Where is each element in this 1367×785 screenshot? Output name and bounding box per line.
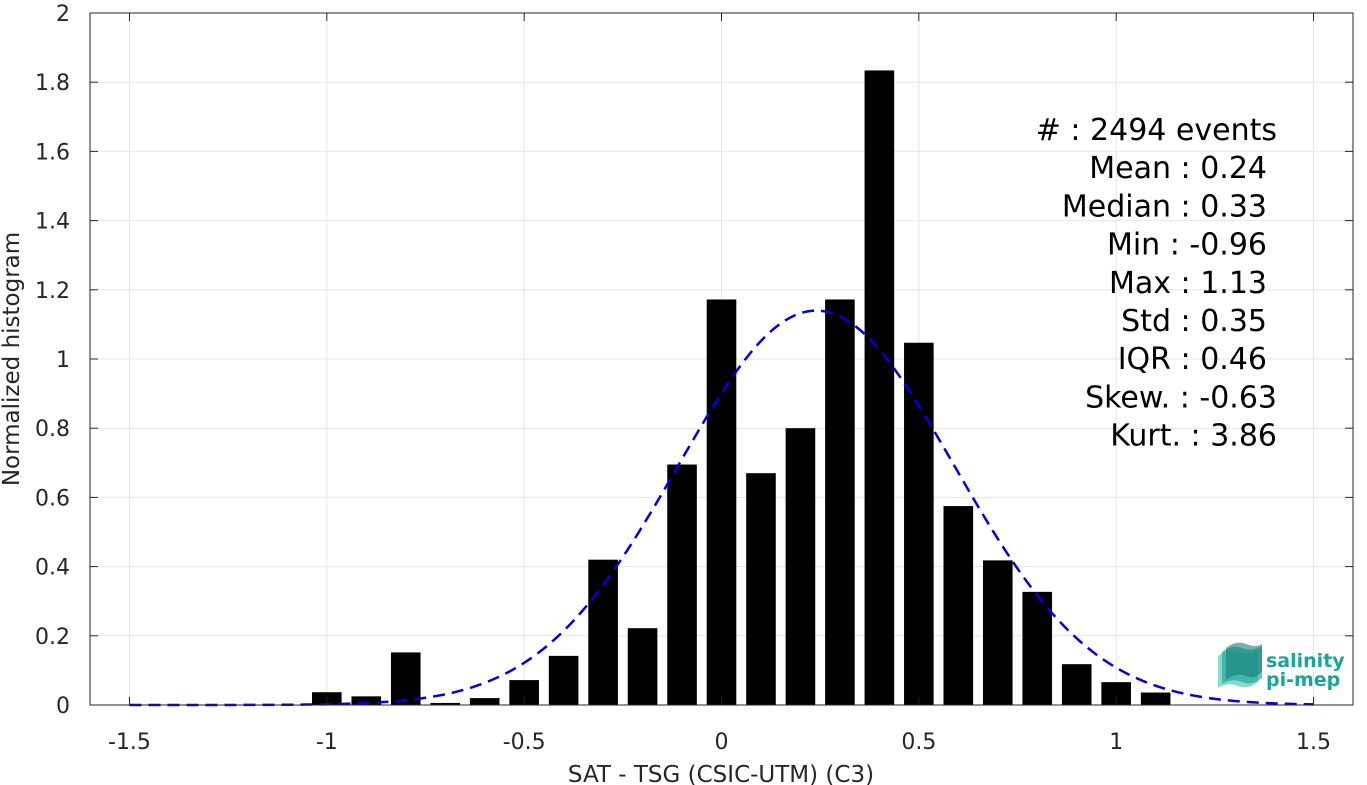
stats-line: Skew. : -0.63 (1085, 380, 1277, 415)
stats-line: Kurt. : 3.86 (1110, 419, 1277, 454)
stats-line: Median : 0.33 (1062, 189, 1267, 224)
x-tick-label: 1 (1109, 730, 1123, 755)
stats-line: # : 2494 events (1036, 113, 1277, 148)
y-tick-label: 1.6 (35, 140, 70, 165)
y-tick-label: 1.2 (35, 279, 70, 304)
histogram-bar (1022, 591, 1053, 705)
y-tick-label: 0.2 (35, 625, 70, 650)
y-tick-label: 0.4 (35, 556, 70, 581)
stats-line: Min : -0.96 (1107, 228, 1267, 263)
histogram-bar (351, 696, 382, 705)
histogram-bar (864, 70, 895, 706)
histogram-bar (1140, 692, 1171, 705)
y-tick-label: 0.6 (35, 486, 70, 511)
histogram-bar (1061, 664, 1092, 705)
x-axis-title: SAT - TSG (CSIC-UTM) (C3) (568, 762, 874, 785)
histogram-bar (785, 428, 816, 705)
histogram-bar (548, 655, 579, 705)
salinity-pi-mep-logo: salinity pi-mep (1218, 642, 1345, 691)
stats-line: IQR : 0.46 (1118, 342, 1267, 377)
y-tick-label: 1.8 (35, 71, 70, 96)
stats-line: Mean : 0.24 (1089, 151, 1267, 186)
x-tick-label: 0.5 (901, 730, 936, 755)
stats-line: Max : 1.13 (1109, 266, 1267, 301)
ticks (90, 12, 1353, 706)
histogram-bar (1101, 682, 1131, 705)
y-axis-title: Normalized histogram (0, 232, 25, 486)
histogram-bar (982, 560, 1013, 705)
wave-icon (1218, 642, 1262, 688)
x-tick-label: -0.5 (503, 730, 546, 755)
histogram-bar (588, 559, 618, 705)
x-tick-labels: -1.5 -1 -0.5 0 0.5 1 1.5 (108, 730, 1331, 755)
histogram-bar (904, 342, 934, 705)
histogram-bar (627, 628, 658, 705)
y-tick-label: 0.8 (35, 417, 70, 442)
y-tick-label: 1.4 (35, 210, 70, 235)
bars (312, 70, 1171, 706)
stats-line: Std : 0.35 (1121, 304, 1267, 339)
logo-line2: pi-mep (1266, 669, 1340, 691)
histogram-bar (825, 299, 855, 705)
histogram-bar (746, 473, 776, 705)
histogram-bar (390, 652, 421, 705)
y-tick-label: 2 (56, 2, 70, 27)
x-tick-label: -1 (316, 730, 338, 755)
y-tick-labels: 0 0.2 0.4 0.6 0.8 1 1.2 1.4 1.6 1.8 2 (35, 2, 70, 719)
logo-line1: salinity (1266, 650, 1345, 672)
histogram-bar (667, 464, 697, 705)
x-tick-label: 1.5 (1296, 730, 1331, 755)
histogram-bar (706, 299, 737, 705)
histogram-bar (430, 702, 461, 705)
x-tick-label: -1.5 (108, 730, 151, 755)
y-tick-label: 1 (56, 348, 70, 373)
x-tick-label: 0 (715, 730, 729, 755)
y-tick-label: 0 (56, 694, 70, 719)
histogram-bar (469, 698, 500, 705)
histogram-bar (943, 506, 974, 705)
